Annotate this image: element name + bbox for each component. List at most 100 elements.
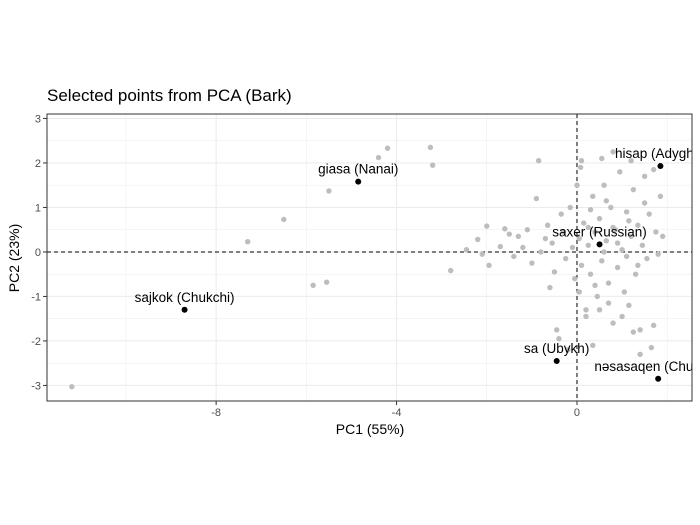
background-point [583,307,589,313]
background-point [515,233,522,240]
background-point [592,229,598,235]
background-point [628,233,634,240]
y-tick-label: -3 [31,380,41,392]
background-point [560,229,567,235]
background-point [281,216,287,223]
background-point [648,344,655,351]
reference-lines [47,114,692,401]
x-tick-label: -4 [392,407,402,419]
background-point [623,253,630,260]
background-point [601,182,607,188]
background-point [245,239,251,245]
point-label: giasa (Nanai) [318,162,398,177]
point-label: sajkok (Chukchi) [135,290,235,305]
background-point [538,249,544,255]
background-point [650,166,657,173]
highlighted-point [596,241,603,248]
background-point [623,209,630,215]
highlighted-point [657,163,664,170]
y-tick-label: 0 [35,247,41,259]
x-tick-label: 0 [574,407,580,419]
background-point [578,158,585,164]
background-point [637,327,643,333]
x-axis-ticks: -8 -4 0 [211,401,580,419]
background-point [502,226,508,232]
chart-title: Selected points from PCA (Bark) [47,86,292,105]
background-point [641,173,648,179]
background-point [619,247,625,253]
background-point [650,322,657,329]
background-point [576,289,582,295]
background-point [535,158,542,164]
point-label: hisap (Adyghe) [615,146,700,161]
background-point [590,193,596,200]
background-point [657,193,664,200]
background-point [484,223,490,229]
y-tick-label: 2 [35,158,41,170]
background-point [592,282,598,289]
background-point [375,154,382,161]
background-points [69,144,666,390]
background-point [542,235,549,242]
background-point [605,300,612,306]
background-point [551,269,558,275]
x-tick-label: -8 [211,407,221,419]
plot-panel-border [46,113,693,402]
point-label: saxer (Russian) [552,224,647,239]
background-point [599,155,605,162]
plot-panel [47,114,692,401]
background-point [637,351,643,357]
background-point [556,336,562,342]
background-point [429,162,436,168]
background-point [603,238,610,244]
background-point [558,211,564,217]
background-point [610,149,616,155]
background-point [585,242,591,248]
background-point [653,229,659,235]
background-point [587,206,594,213]
background-point [581,220,587,226]
background-point [630,329,637,335]
y-axis-title: PC2 (23%) [6,224,22,292]
background-point [630,186,637,193]
background-point [635,222,641,228]
background-point [447,267,454,274]
background-point [628,158,634,164]
background-point [544,222,551,228]
background-point [610,224,616,231]
background-point [632,271,639,277]
background-point [659,233,666,240]
y-axis-ticks: 3 2 1 0 -1 -2 -3 [31,113,47,392]
background-point [463,247,470,253]
highlighted-point [655,375,662,382]
background-point [506,231,513,237]
background-point [427,144,434,151]
background-point [310,282,316,289]
background-point [384,145,391,151]
y-tick-label: 1 [35,202,41,214]
y-tick-label: -2 [31,336,41,348]
background-point [563,255,569,262]
background-point [614,264,621,271]
background-point [574,182,580,188]
point-label: sa (Ubykh) [524,341,589,356]
background-point [497,243,504,250]
background-point [578,262,585,268]
background-point [524,226,531,233]
background-point [585,224,591,231]
background-point [572,275,578,282]
background-point [567,204,573,211]
highlighted-point [181,306,188,313]
background-point [621,289,628,295]
background-point [626,302,632,309]
background-point [520,244,526,251]
highlighted-points [181,163,664,382]
background-point [486,262,492,268]
point-label: nəsasaqen (Chukchi) [594,359,700,374]
background-point [614,240,621,246]
background-point [655,251,661,257]
highlighted-point-labels: hisap (Adyghe) giasa (Nanai) saxer (Russia… [135,146,700,374]
background-point [617,169,623,175]
background-point [641,200,648,206]
